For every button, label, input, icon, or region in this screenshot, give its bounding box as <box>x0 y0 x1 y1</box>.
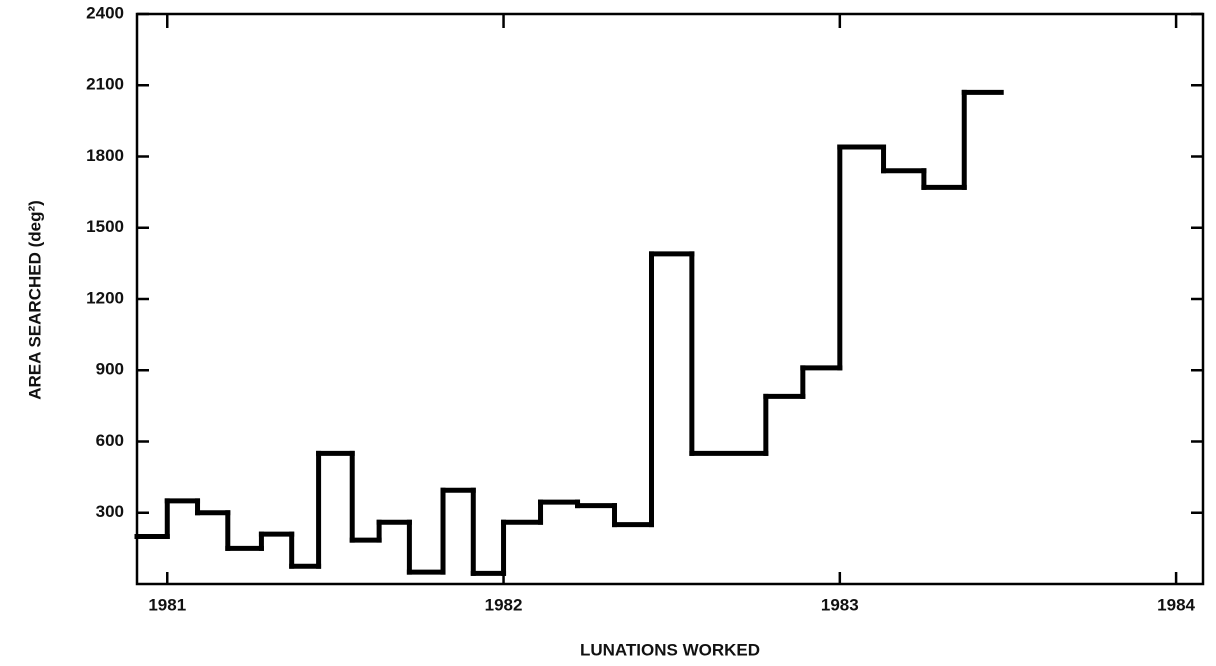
x-tick-label: 1983 <box>821 595 859 614</box>
y-tick-label: 1800 <box>86 146 124 165</box>
plot-frame <box>135 12 1205 586</box>
x-tick-label: 1984 <box>1157 595 1195 614</box>
x-tick-label: 1981 <box>148 595 186 614</box>
y-tick-label: 900 <box>96 360 124 379</box>
y-axis-title: AREA SEARCHED (deg²) <box>25 200 44 400</box>
y-tick-label: 1500 <box>86 217 124 236</box>
x-tick-label: 1982 <box>485 595 523 614</box>
y-tick-label: 2100 <box>86 75 124 94</box>
x-axis-title: LUNATIONS WORKED <box>580 640 760 659</box>
y-tick-label: 2400 <box>86 3 124 22</box>
y-tick-label: 600 <box>96 431 124 450</box>
y-tick-label: 300 <box>96 502 124 521</box>
y-tick-label: 1200 <box>86 288 124 307</box>
